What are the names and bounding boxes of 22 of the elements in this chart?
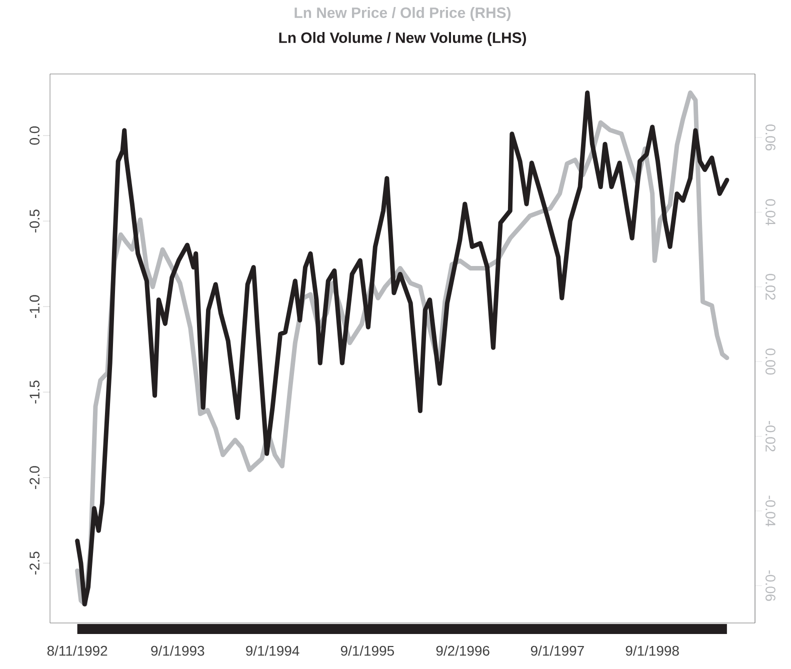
y2-tick-label: -0.04 [766,496,776,526]
y2-tick-label: -0.02 [766,420,776,452]
y-tick-label: -1.5 [30,380,40,404]
y2-tick-label: -0.06 [766,570,776,601]
x-tick-label: 9/2/1996 [436,646,490,656]
y2-tick-label: 0.06 [766,124,776,150]
x-tick-label: 9/1/1994 [246,646,300,656]
y-tick-label: -1.0 [30,295,40,318]
y-tick-label: -0.5 [30,210,40,232]
x-tick-label: 9/1/1997 [530,646,584,656]
x-tick-label: 8/11/1992 [47,646,108,656]
x-tick-label: 9/1/1993 [151,646,204,656]
y2-tick-label: 0.00 [766,348,776,375]
x-tick-label: 9/1/1998 [626,646,679,656]
y2-tick-label: 0.02 [766,274,776,300]
y-tick-label: -2.5 [30,552,40,575]
y2-tick-label: 0.04 [766,199,776,226]
text: Ln New Price / Old Price (RHS) [294,7,511,21]
text: Ln Old Volume / New Volume (LHS) [279,32,526,46]
y-tick-label: 0.0 [30,126,40,145]
y-tick-label: -2.0 [30,466,40,490]
x-tick-label: 9/1/1995 [340,646,394,656]
